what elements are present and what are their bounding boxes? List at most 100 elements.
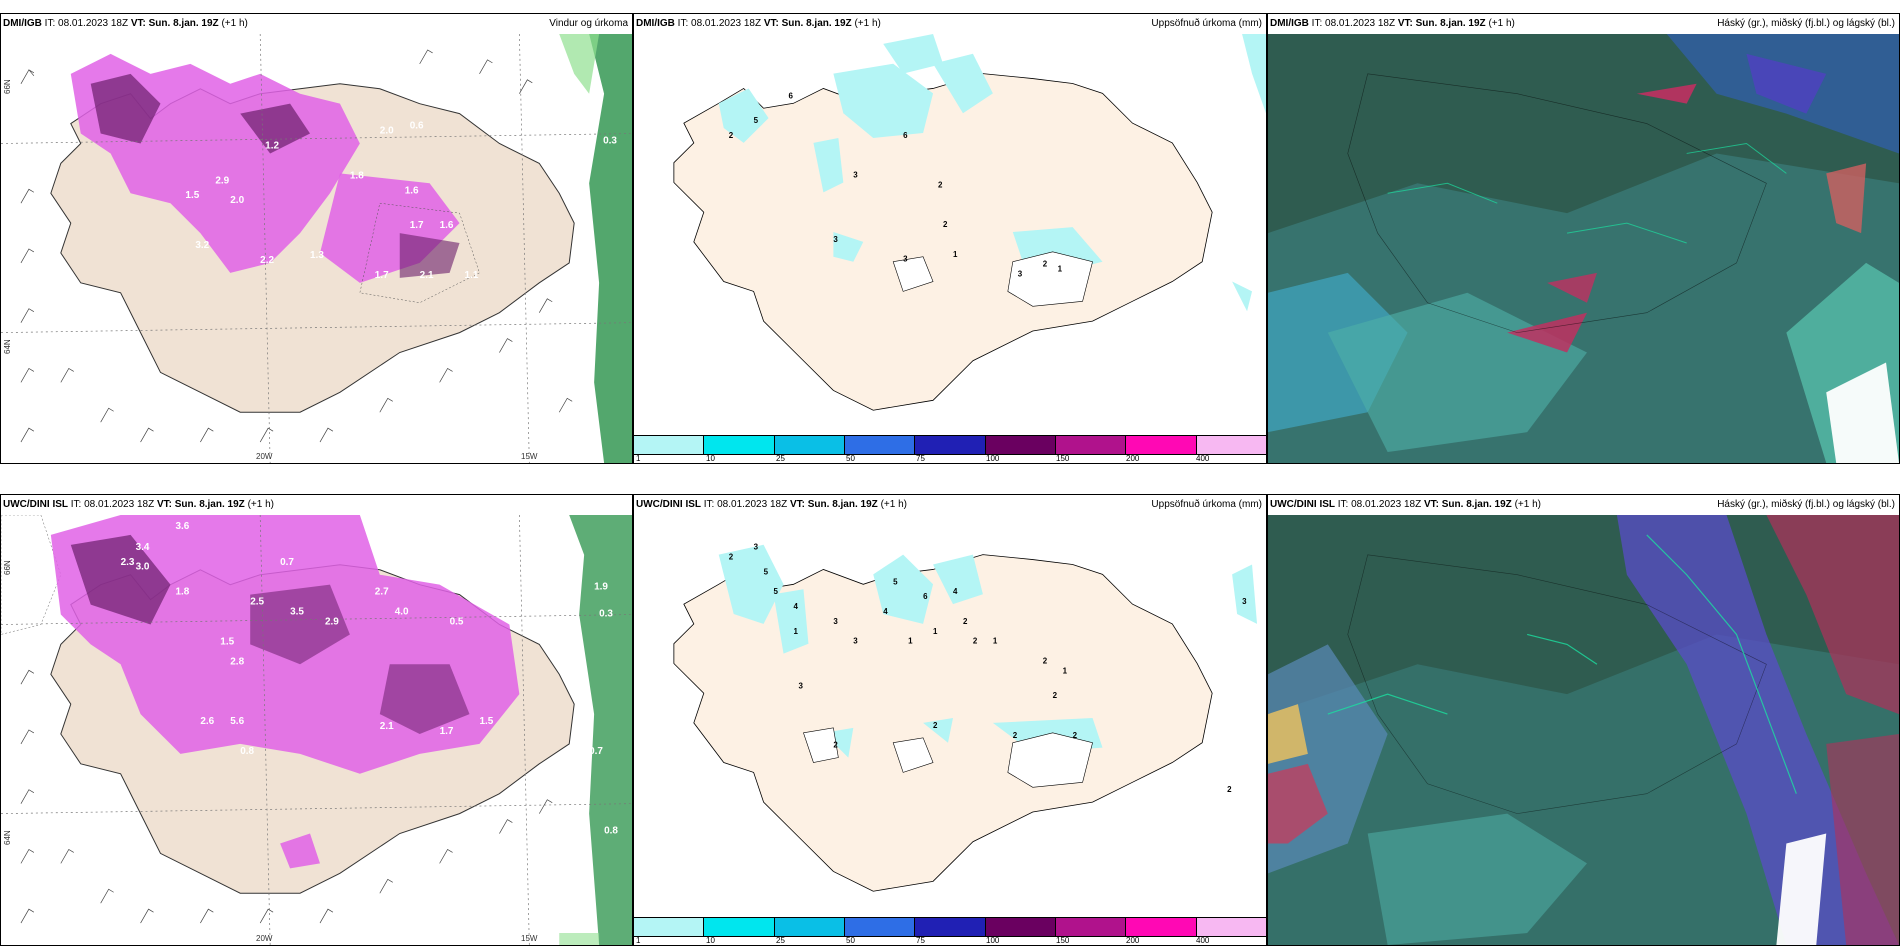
wind-label: 1.5 (479, 716, 493, 727)
precip-label: 6 (923, 592, 928, 601)
legend-tick: 75 (916, 454, 925, 463)
precip-legend: 1 10 25 50 75 100 150 200 400 (634, 917, 1266, 945)
precip-label: 2 (1013, 731, 1018, 740)
legend-tick: 150 (1056, 454, 1070, 463)
wind-label: 3.2 (195, 240, 209, 251)
legend-tick: 25 (776, 454, 785, 463)
wind-label: 0.3 (603, 135, 617, 146)
lon-label-20w: 20W (256, 934, 273, 943)
precip-label: 3 (1242, 597, 1247, 606)
model-name: UWC/DINI ISL (1270, 499, 1335, 510)
wind-label: 1.2 (265, 140, 279, 151)
legend-cell (1196, 918, 1266, 936)
wind-labels: 1.1 1.2 1.6 2.9 2.0 1.5 3.2 2.2 1.3 1.8 … (185, 66, 617, 281)
wind-label: 2.9 (215, 175, 229, 186)
wind-label: 3.6 (175, 521, 189, 532)
precip-areas (718, 544, 1258, 758)
legend-cell (844, 436, 916, 454)
precip-label: 5 (764, 567, 769, 576)
wind-label: 3.4 (136, 542, 150, 553)
wind-label: 2.8 (230, 656, 244, 667)
precip-label: 2 (833, 741, 838, 750)
cloud-panel-row1: DMI/IGB IT: 08.01.2023 18Z VT: Sun. 8.ja… (1267, 13, 1900, 464)
legend-ticks: 1 10 25 50 75 100 150 200 400 (634, 936, 1266, 945)
valid-time: Sun. 8.jan. 19Z (807, 499, 878, 510)
precip-areas (718, 34, 1266, 312)
legend-tick: 10 (706, 936, 715, 945)
wind-map-svg: 1.1 1.2 1.6 2.9 2.0 1.5 3.2 2.2 1.3 1.8 … (1, 34, 632, 463)
legend-bar (634, 435, 1266, 455)
init-time: 08.01.2023 18Z (1325, 18, 1396, 29)
cloud-map (1268, 34, 1899, 463)
panel-header: UWC/DINI ISL IT: 08.01.2023 18Z VT: Sun.… (634, 495, 1266, 515)
legend-tick: 200 (1126, 454, 1140, 463)
lat-label-64n: 64N (3, 830, 12, 845)
legend-tick: 10 (706, 454, 715, 463)
legend-cell (985, 918, 1056, 936)
precip-label: 3 (798, 681, 803, 690)
lat-label-66n: 66N (3, 79, 12, 94)
legend-cell (1055, 918, 1127, 936)
forecast-offset: (+1 h) (247, 499, 274, 510)
wind-label: 1.3 (310, 250, 324, 261)
panel-header: DMI/IGB IT: 08.01.2023 18Z VT: Sun. 8.ja… (1, 14, 632, 34)
precip-label: 3 (903, 255, 908, 264)
legend-cell (1055, 436, 1127, 454)
precip-label: 4 (793, 602, 798, 611)
precip-label: 2 (963, 617, 968, 626)
lon-label-20w: 20W (256, 452, 273, 461)
precip-label: 2 (933, 721, 938, 730)
precip-label: 3 (754, 543, 759, 552)
legend-tick: 100 (986, 936, 1000, 945)
precip-label: 5 (754, 116, 759, 125)
legend-cell (634, 918, 705, 936)
lat-label-66n: 66N (3, 560, 12, 575)
legend-tick: 100 (986, 454, 1000, 463)
precip-label: 2 (1227, 785, 1232, 794)
vt-prefix: VT: (789, 499, 805, 510)
wind-labels: 3.6 3.4 2.3 3.0 1.8 0.7 2.5 3.5 2.9 1.5 … (121, 521, 619, 837)
wind-label: 1.1 (310, 66, 324, 77)
panel-header: DMI/IGB IT: 08.01.2023 18Z VT: Sun. 8.ja… (634, 14, 1266, 34)
cloud-map-svg (1268, 34, 1899, 463)
precip-label: 6 (903, 131, 908, 140)
precip-label: 1 (933, 627, 938, 636)
wind-label: 3.5 (290, 607, 304, 618)
model-name: UWC/DINI ISL (3, 499, 68, 510)
model-name: UWC/DINI ISL (636, 499, 701, 510)
wind-map: 1.1 1.2 1.6 2.9 2.0 1.5 3.2 2.2 1.3 1.8 … (1, 34, 632, 463)
precip-label: 1 (908, 637, 913, 646)
cloud-map (1268, 515, 1899, 945)
init-time: 08.01.2023 18Z (1351, 499, 1422, 510)
wind-label: 2.7 (375, 587, 389, 598)
precip-legend: 1 10 25 50 75 100 150 200 400 (634, 435, 1266, 463)
wind-label: 2.1 (420, 270, 434, 281)
legend-cell (774, 436, 845, 454)
legend-cell (634, 436, 705, 454)
precip-map-svg: 2 3 5 5 4 1 3 5 4 6 4 2 1 1 3 2 3 1 2 2 (634, 515, 1266, 915)
wind-map-svg: 3.6 3.4 2.3 3.0 1.8 0.7 2.5 3.5 2.9 1.5 … (1, 515, 632, 945)
wind-label: 2.1 (380, 721, 394, 732)
wind-label: 0.6 (410, 121, 424, 132)
forecast-offset: (+1 h) (221, 18, 248, 29)
model-name: DMI/IGB (1270, 18, 1309, 29)
forecast-offset: (+1 h) (854, 18, 881, 29)
panel-header: UWC/DINI ISL IT: 08.01.2023 18Z VT: Sun.… (1, 495, 632, 515)
precip-label: 5 (774, 587, 779, 596)
it-prefix: IT: (1311, 18, 1323, 29)
precip-label: 2 (729, 131, 734, 140)
valid-time: Sun. 8.jan. 19Z (781, 18, 852, 29)
precip-labels: 2 5 6 3 6 2 2 3 3 1 3 1 2 (729, 91, 1063, 278)
wind-barbs (20, 669, 553, 924)
legend-tick: 400 (1196, 936, 1210, 945)
legend-tick: 25 (776, 936, 785, 945)
vt-prefix: VT: (130, 18, 146, 29)
wind-panel-row2: UWC/DINI ISL IT: 08.01.2023 18Z VT: Sun.… (0, 494, 633, 946)
precip-label: 2 (943, 220, 948, 229)
panel-title: Háský (gr.), miðský (fj.bl.) og lágský (… (1717, 18, 1895, 29)
wind-label: 1.6 (405, 185, 419, 196)
legend-cell (704, 918, 775, 936)
valid-time: Sun. 8.jan. 19Z (174, 499, 245, 510)
it-prefix: IT: (1337, 499, 1349, 510)
panel-header: UWC/DINI ISL IT: 08.01.2023 18Z VT: Sun.… (1268, 495, 1899, 515)
